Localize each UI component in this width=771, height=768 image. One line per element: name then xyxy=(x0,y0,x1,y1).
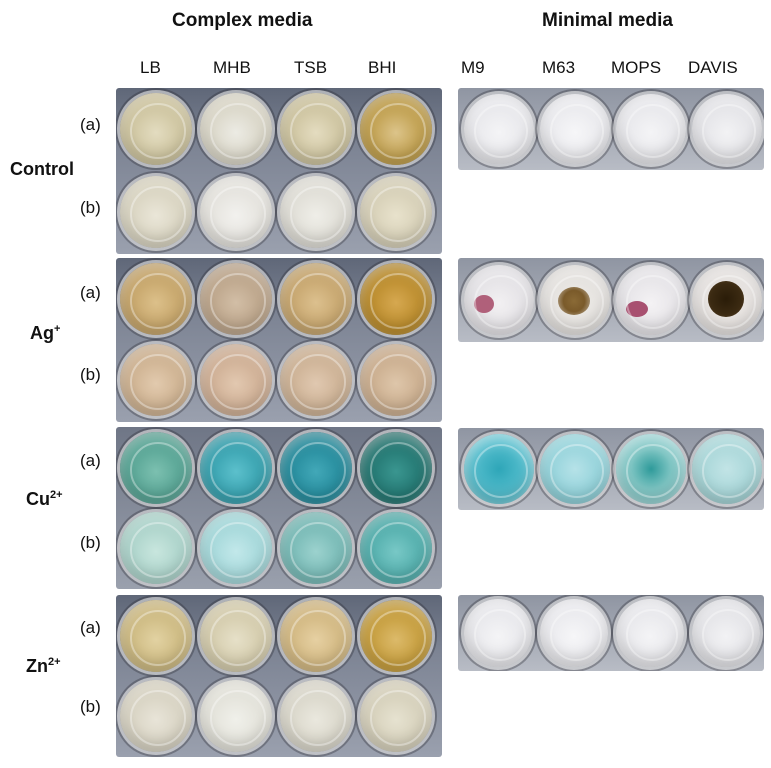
well-zn-lb-b xyxy=(120,680,192,752)
column-label-lb: LB xyxy=(140,58,161,77)
well-control-davis xyxy=(692,94,762,164)
row-label-a: (a) xyxy=(80,451,101,470)
well-zn-tsb-b xyxy=(280,680,352,752)
minimal-plate-zn xyxy=(458,595,764,671)
column-label-m9: M9 xyxy=(461,58,485,77)
well-ag-tsb-a xyxy=(280,263,352,335)
well-cu-lb-b xyxy=(120,512,192,584)
well-ag-tsb-b xyxy=(280,344,352,416)
complex-plate-ag xyxy=(116,258,442,422)
well-ag-lb-b xyxy=(120,344,192,416)
well-cu-bhi-a xyxy=(360,432,432,504)
well-cu-tsb-a xyxy=(280,432,352,504)
precipitate-ag-mops xyxy=(626,301,648,317)
well-control-lb-b xyxy=(120,176,192,248)
well-zn-mhb-a xyxy=(200,600,272,672)
well-ag-m9 xyxy=(464,265,534,335)
column-label-davis: DAVIS xyxy=(688,58,738,77)
condition-label-ag: Ag+ xyxy=(30,323,61,343)
precipitate-ag-davis xyxy=(708,281,744,317)
well-cu-m9 xyxy=(464,434,534,504)
row-label-b: (b) xyxy=(80,533,101,552)
column-label-bhi: BHI xyxy=(368,58,397,77)
well-zn-mhb-b xyxy=(200,680,272,752)
well-control-lb-a xyxy=(120,93,192,165)
well-zn-m9 xyxy=(464,599,532,667)
well-control-m63 xyxy=(540,94,610,164)
complex-plate-control xyxy=(116,88,442,254)
well-cu-mhb-a xyxy=(200,432,272,504)
well-control-mhb-b xyxy=(200,176,272,248)
well-ag-mhb-b xyxy=(200,344,272,416)
column-label-m63: M63 xyxy=(542,58,576,77)
well-ag-m63 xyxy=(540,265,610,335)
well-control-m9 xyxy=(464,94,534,164)
condition-label-zn: Zn2+ xyxy=(26,656,61,676)
condition-label-control: Control xyxy=(10,159,74,179)
well-control-mhb-a xyxy=(200,93,272,165)
row-label-a: (a) xyxy=(80,115,101,134)
well-zn-mops xyxy=(616,599,684,667)
row-label-b: (b) xyxy=(80,365,101,384)
well-control-bhi-a xyxy=(360,93,432,165)
well-control-tsb-a xyxy=(280,93,352,165)
minimal-media-header: Minimal media xyxy=(542,10,673,31)
well-ag-bhi-b xyxy=(360,344,432,416)
well-control-mops xyxy=(616,94,686,164)
complex-plate-cu xyxy=(116,427,442,589)
well-cu-davis xyxy=(692,434,762,504)
row-label-b: (b) xyxy=(80,697,101,716)
column-label-mhb: MHB xyxy=(213,58,251,77)
well-zn-davis xyxy=(692,599,760,667)
well-ag-davis xyxy=(692,265,762,335)
column-label-tsb: TSB xyxy=(294,58,328,77)
well-ag-bhi-a xyxy=(360,263,432,335)
precipitate-ag-m63 xyxy=(558,287,590,315)
minimal-plate-control xyxy=(458,88,764,170)
row-label-b: (b) xyxy=(80,198,101,217)
well-ag-mhb-a xyxy=(200,263,272,335)
complex-media-header: Complex media xyxy=(172,10,313,31)
row-label-a: (a) xyxy=(80,283,101,302)
minimal-plate-ag xyxy=(458,258,764,342)
well-zn-bhi-b xyxy=(360,680,432,752)
well-zn-bhi-a xyxy=(360,600,432,672)
well-cu-mops xyxy=(616,434,686,504)
well-control-bhi-b xyxy=(360,176,432,248)
condition-label-cu: Cu2+ xyxy=(26,489,63,509)
column-label-mops: MOPS xyxy=(611,58,662,77)
well-ag-mops xyxy=(616,265,686,335)
well-zn-m63 xyxy=(540,599,608,667)
well-control-tsb-b xyxy=(280,176,352,248)
well-cu-lb-a xyxy=(120,432,192,504)
well-zn-lb-a xyxy=(120,600,192,672)
complex-plate-zn xyxy=(116,595,442,757)
row-label-a: (a) xyxy=(80,618,101,637)
well-cu-m63 xyxy=(540,434,610,504)
well-cu-tsb-b xyxy=(280,512,352,584)
well-cu-bhi-b xyxy=(360,512,432,584)
well-cu-mhb-b xyxy=(200,512,272,584)
well-ag-lb-a xyxy=(120,263,192,335)
well-zn-tsb-a xyxy=(280,600,352,672)
precipitate-ag-m9 xyxy=(474,295,494,313)
minimal-plate-cu xyxy=(458,428,764,510)
